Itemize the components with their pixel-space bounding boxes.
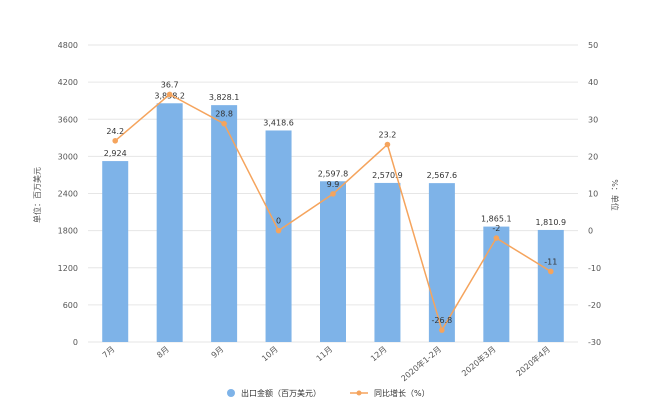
y2-tick-label: 40 [588, 78, 598, 87]
legend-line-label: 同比增长（%） [374, 388, 430, 398]
legend-bar-marker [227, 389, 235, 397]
y2-tick-label: 50 [588, 41, 598, 50]
y2-tick-label: 0 [588, 227, 593, 236]
line-point [384, 141, 391, 148]
bar-data-label: 2,570.9 [372, 171, 403, 180]
bar-data-label: 2,567.6 [427, 171, 458, 180]
bar-data-label: 1,810.9 [536, 218, 567, 227]
x-axis-ticks: 7月 8月 9月 10月 11月 12月 2020年1-2月 2020年3月 2020年4月 [101, 344, 552, 383]
y-tick-label: 3600 [58, 115, 78, 124]
bar [374, 182, 401, 342]
legend: 出口金额（百万美元） 同比增长（%） [227, 388, 430, 398]
bar-data-label: 2,597.8 [318, 169, 349, 178]
line-point [330, 191, 336, 197]
x-tick-label: 2020年4月 [514, 344, 552, 378]
y-tick-label: 4200 [58, 78, 78, 87]
line-point [547, 268, 554, 275]
line-point [166, 91, 173, 98]
y2-tick-label: -30 [588, 338, 601, 347]
line-point [275, 227, 282, 234]
line-data-label: 36.7 [161, 80, 179, 89]
y-tick-label: 600 [63, 301, 78, 310]
y-tick-label: 1800 [58, 227, 78, 236]
bar-data-label: 2,924 [104, 149, 127, 158]
y2-tick-label: 20 [588, 152, 598, 161]
bar [211, 105, 238, 342]
y2-tick-label: 30 [588, 115, 598, 124]
y-tick-label: 1200 [58, 264, 78, 273]
bar [483, 226, 510, 342]
line-point [112, 137, 119, 144]
x-tick-label: 2020年1-2月 [399, 344, 443, 383]
line-data-label: -26.8 [432, 316, 453, 325]
bar-data-label: 3,418.6 [263, 118, 294, 127]
legend-bar-label: 出口金额（百万美元） [241, 388, 321, 398]
line-data-label: 24.2 [106, 127, 124, 136]
line-data-label: -2 [492, 224, 500, 233]
y2-tick-label: -10 [588, 264, 601, 273]
bar [265, 130, 292, 342]
x-tick-label: 10月 [260, 345, 280, 364]
bar [537, 229, 564, 342]
bar-series: 2,9243,858.23,828.13,418.62,597.82,570.9… [102, 91, 567, 343]
y2-tick-label: 10 [588, 190, 598, 199]
x-tick-label: 9月 [210, 345, 226, 360]
bar [102, 161, 129, 342]
y-tick-label: 3000 [58, 152, 78, 161]
y-tick-label: 2400 [58, 190, 78, 199]
line-data-label: 0 [276, 217, 281, 226]
line-data-label: 28.8 [215, 110, 233, 119]
line-data-label: 23.2 [379, 130, 397, 139]
line-point [439, 327, 445, 333]
bar-data-label: 3,828.1 [209, 93, 240, 102]
left-axis-ticks: 0 600 1200 1800 2400 3000 3600 4200 4800 [58, 41, 78, 347]
x-tick-label: 7月 [101, 345, 117, 360]
y2-tick-label: -20 [588, 301, 601, 310]
line-point [221, 120, 227, 127]
line-series: 24.2 36.7 28.8 0 9.9 23.2 -26.8 -2 -11 [106, 80, 557, 333]
bar-data-label: 1,865.1 [481, 215, 512, 224]
bar [156, 103, 183, 343]
line-point [493, 235, 500, 241]
x-tick-label: 2020年3月 [459, 344, 497, 378]
x-tick-label: 8月 [155, 345, 171, 360]
x-tick-label: 11月 [315, 345, 335, 364]
y-axis-label: 单位：百万美元 [32, 167, 42, 223]
y-tick-label: 4800 [58, 41, 78, 50]
right-axis-ticks: -30 -20 -10 0 10 20 30 40 50 [588, 41, 601, 347]
y2-axis-label: %：单位 [610, 179, 620, 211]
y-tick-label: 0 [73, 338, 78, 347]
x-tick-label: 12月 [369, 345, 389, 364]
line-data-label: -11 [544, 257, 557, 266]
legend-line-dot [356, 390, 362, 396]
line-data-label: 9.9 [327, 180, 340, 189]
bar [320, 181, 346, 342]
